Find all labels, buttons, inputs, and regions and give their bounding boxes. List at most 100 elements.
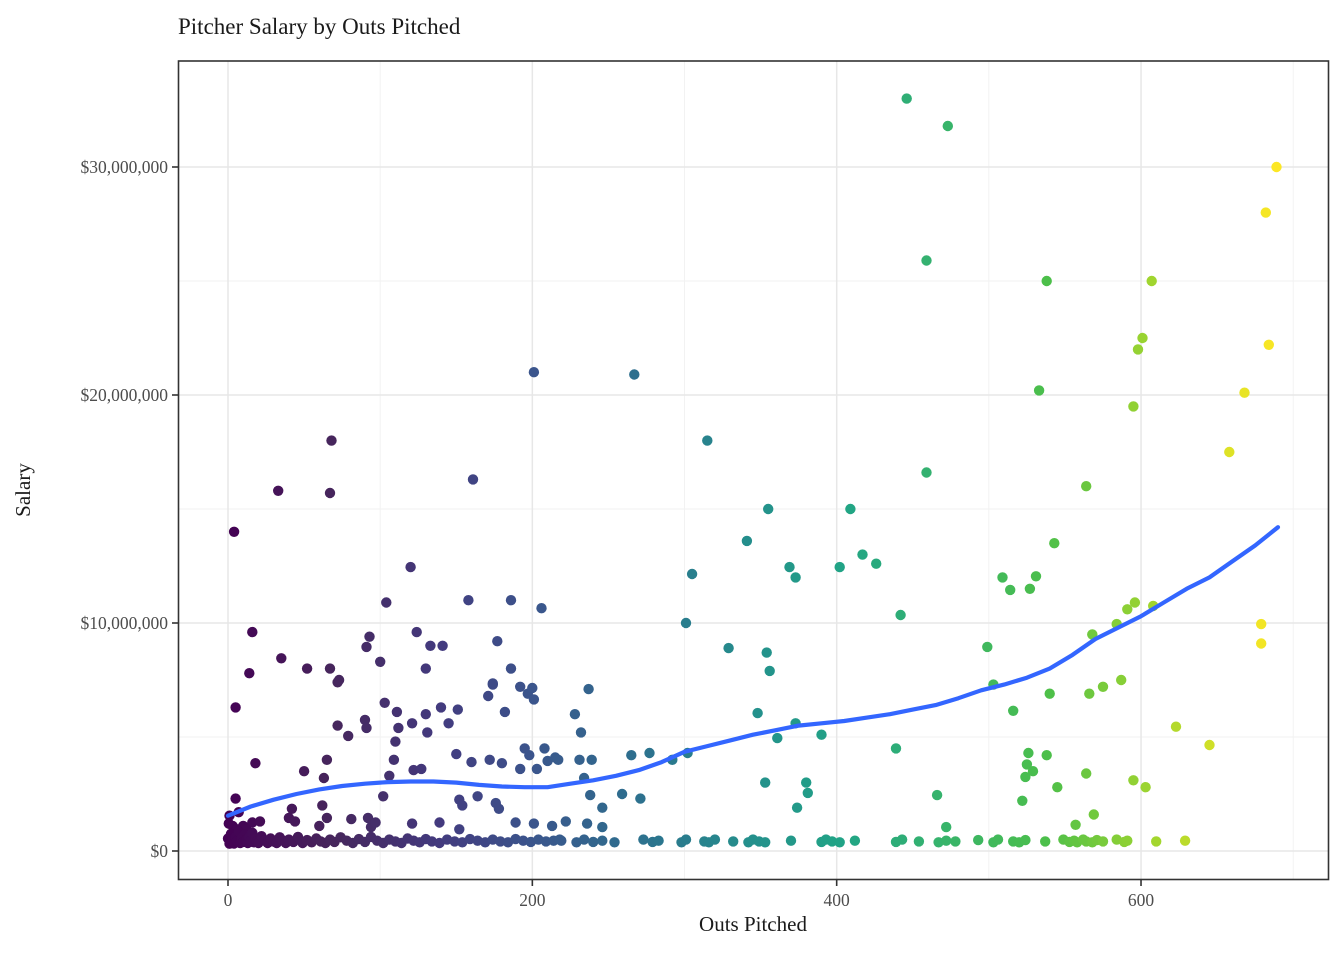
data-point [901,93,912,104]
y-tick-label: $30,000,000 [81,157,169,177]
data-point [763,503,774,515]
data-point [578,834,590,845]
data-point [406,718,418,729]
data-point [289,816,301,827]
data-point [1239,387,1250,398]
data-point [408,764,419,776]
data-point [597,802,608,813]
data-point [1005,584,1016,596]
data-point [1140,782,1151,793]
data-point [1023,747,1034,759]
data-point [638,834,649,845]
x-tick-label: 400 [824,890,851,910]
data-point [452,704,463,715]
data-point [247,817,258,828]
data-point [492,636,503,647]
data-point [276,653,287,664]
data-point [524,750,535,761]
data-point [244,668,255,679]
data-point [273,485,284,496]
data-point [528,694,540,705]
data-point [764,665,775,677]
data-point [321,754,333,765]
data-point [361,641,372,653]
data-point [425,640,436,651]
data-point [1021,759,1033,770]
data-point [505,595,517,606]
data-point [686,568,698,580]
data-point [1017,795,1028,806]
data-point [1146,275,1157,287]
data-point [597,821,608,833]
data-point [1030,571,1042,582]
data-point [1256,638,1267,649]
data-point [405,561,416,573]
data-point [406,818,418,829]
data-point [845,503,856,515]
data-point [361,722,372,734]
data-point [286,803,298,814]
data-point [1116,674,1127,686]
data-point [834,837,845,848]
x-tick-label: 0 [224,890,233,910]
data-point [546,820,558,832]
data-point [505,663,517,674]
data-point [375,656,386,667]
data-point [1128,775,1139,786]
data-point [585,789,596,801]
data-point [857,549,868,560]
data-point [420,709,431,720]
data-point [230,793,241,804]
data-point [583,683,594,695]
smooth-trend-line [225,525,1281,818]
data-point [1041,275,1052,287]
data-point [942,120,953,132]
data-point [1122,835,1133,846]
data-point [1041,750,1052,761]
data-point [791,802,803,813]
data-point [457,800,468,811]
data-point [381,597,392,608]
data-point [1049,538,1060,549]
data-point [326,435,337,446]
data-point [301,663,313,674]
data-point [895,609,906,621]
y-tick-label: $10,000,000 [81,613,169,633]
data-point [616,788,628,800]
data-point [973,834,984,846]
data-point [1224,446,1235,458]
data-point [554,834,565,845]
data-point [1271,161,1282,173]
data-point [709,834,721,845]
data-point [230,702,241,713]
data-point [317,800,328,811]
data-point [254,816,266,827]
data-point [536,603,547,614]
data-point [772,732,783,744]
data-point [921,255,932,266]
x-tick-label: 200 [519,890,546,910]
data-point [574,754,585,765]
data-point [816,729,827,740]
data-point [487,678,498,689]
data-point [569,709,581,720]
x-tick-label: 600 [1128,890,1155,910]
data-point [1097,836,1109,847]
data-point [1097,681,1109,692]
data-point [1260,207,1272,218]
data-point [890,743,902,754]
y-tick-label: $20,000,000 [81,385,169,405]
data-point [393,722,404,734]
data-point [1044,688,1055,699]
data-point [510,817,521,828]
data-point [321,812,333,824]
data-point [1256,618,1267,630]
data-point [784,561,795,573]
data-point [760,837,771,848]
data-point [449,836,460,847]
data-point [785,835,797,846]
data-point [1204,739,1215,751]
data-point [384,770,395,781]
data-point [849,835,861,846]
